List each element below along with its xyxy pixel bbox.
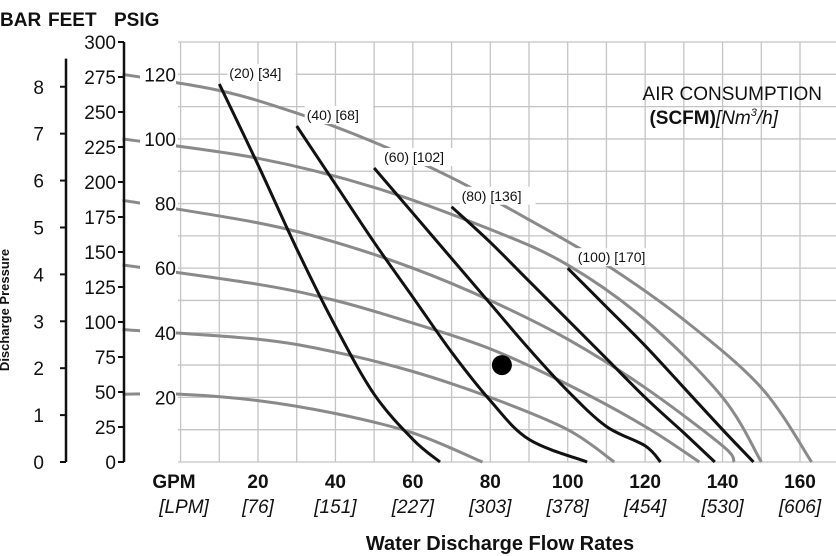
legend-units-italic: [Nm: [715, 108, 751, 129]
air-consumption-label: (80) [136]: [462, 188, 522, 204]
bar-tick-label: 5: [33, 218, 44, 239]
x-tick-lpm: [151]: [313, 497, 357, 518]
feet-tick-label: 300: [84, 33, 116, 54]
x-tick-lpm: [530]: [700, 497, 744, 518]
x-tick-lpm: [606]: [778, 497, 822, 518]
header-feet: FEET: [48, 10, 97, 31]
psig-label-bg: [140, 61, 176, 86]
feet-tick-label: 250: [84, 103, 116, 124]
air-curve-100: [566, 267, 755, 464]
psig-tick-label: 60: [155, 259, 176, 280]
feet-tick-label: 0: [105, 453, 116, 474]
feet-tick-label: 125: [84, 278, 116, 299]
air-consumption-label: (20) [34]: [229, 65, 281, 81]
air-consumption-curves: [217, 83, 755, 464]
psig-label-bg: [140, 255, 176, 280]
psig-tick-label: 120: [144, 65, 176, 86]
x-tick-gpm: 100: [552, 472, 584, 493]
y-axis-side-label: Discharge Pressure: [0, 249, 12, 371]
x-tick-lpm: [303]: [468, 497, 512, 518]
bar-tick-label: 1: [33, 406, 44, 427]
bar-tick-label: 4: [33, 265, 44, 286]
axes: 0123456780255075100125150175200225250275…: [33, 33, 176, 474]
psig-tick-label: 40: [155, 324, 176, 345]
psig-label-bg: [140, 319, 176, 344]
bar-tick-label: 6: [33, 172, 44, 193]
x-axis-label: Water Discharge Flow Rates: [366, 533, 634, 555]
x-tick-labels: 20 [76] 40 [151] 60 [227] 80 [303] 100 [378] 120 [4…: [241, 472, 822, 518]
air-consumption-label: (40) [68]: [307, 107, 359, 123]
feet-tick-label: 50: [95, 383, 116, 404]
feet-tick-label: 175: [84, 208, 116, 229]
operating-point-marker: [491, 355, 512, 376]
feet-tick-label: 200: [84, 173, 116, 194]
pressure-curve-1: [122, 137, 763, 463]
air-curve-40: [295, 125, 588, 464]
x-tick-lpm: [76]: [241, 497, 274, 518]
x-tick-gpm: 60: [402, 472, 423, 493]
air-label-bg: [575, 248, 660, 267]
feet-tick-label: 75: [95, 348, 116, 369]
feet-tick-label: 100: [84, 313, 116, 334]
x-tick-lpm: [378]: [546, 497, 590, 518]
pressure-curve-5: [122, 392, 484, 464]
air-consumption-label: (60) [102]: [384, 149, 444, 165]
x-tick-gpm: 40: [325, 472, 346, 493]
x-tick-gpm: 160: [784, 472, 816, 493]
legend-units: (SCFM)[Nm3/h]: [649, 107, 778, 129]
x-tick-gpm: 140: [707, 472, 739, 493]
x-tick-lpm: [227]: [391, 497, 435, 518]
x-unit-gpm: GPM: [152, 472, 195, 493]
air-label-bg: [382, 148, 459, 166]
header-psig: PSIG: [114, 10, 159, 31]
psig-label-bg: [140, 125, 176, 150]
air-curve-20: [217, 83, 441, 464]
operating-point-dot: [491, 355, 512, 376]
psig-label-bg: [140, 384, 176, 409]
x-tick-gpm: 120: [629, 472, 661, 493]
psig-tick-label: 100: [144, 130, 176, 151]
air-label-bg: [459, 186, 536, 205]
air-consumption-labels: (20) [34] (40) [68] (60) [102] (80) [136] (1…: [227, 64, 660, 267]
pressure-curve-2: [122, 198, 736, 463]
feet-tick-label: 275: [84, 68, 116, 89]
x-tick-gpm: 20: [247, 472, 268, 493]
feet-tick-label: 25: [95, 418, 116, 439]
bar-tick-label: 7: [33, 125, 44, 146]
x-tick-gpm: 80: [480, 472, 501, 493]
air-label-bg: [304, 106, 374, 124]
psig-label-bg: [140, 190, 176, 215]
x-unit-lpm: [LPM]: [158, 497, 209, 518]
bar-tick-label: 2: [33, 359, 44, 380]
legend-title: AIR CONSUMPTION: [643, 84, 822, 105]
air-curve-80: [450, 205, 716, 464]
pressure-curve-3: [122, 263, 701, 464]
psig-tick-label: 20: [155, 388, 176, 409]
bar-tick-label: 3: [33, 312, 44, 333]
air-curve-60: [372, 167, 662, 464]
feet-tick-label: 225: [84, 138, 116, 159]
bar-tick-label: 8: [33, 78, 44, 99]
bar-tick-label: 0: [33, 453, 44, 474]
psig-tick-label: 80: [155, 195, 176, 216]
legend-units-bold: (SCFM): [649, 108, 715, 129]
pressure-curve-4: [122, 328, 616, 464]
legend-units-italic-end: /h]: [755, 108, 779, 129]
header-bar: BAR: [0, 10, 41, 31]
air-label-bg: [227, 64, 296, 82]
air-consumption-label: (100) [170]: [578, 249, 646, 265]
x-tick-lpm: [454]: [623, 497, 667, 518]
feet-tick-label: 150: [84, 243, 116, 264]
legend-units-sup: 3: [751, 107, 758, 119]
